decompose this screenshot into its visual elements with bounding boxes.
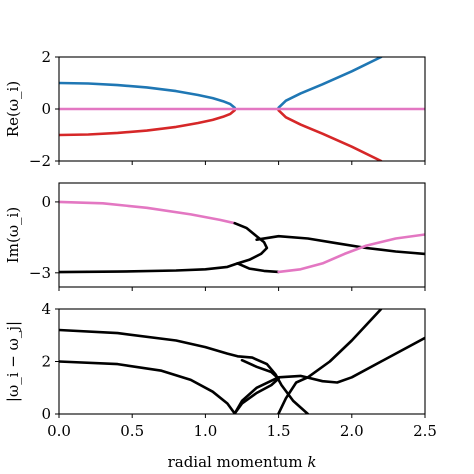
y-axis-label: Re(ω_i) xyxy=(4,81,22,137)
x-tick-label: 1.0 xyxy=(193,422,217,440)
axes-frame xyxy=(58,182,426,288)
y-tick-label: 0 xyxy=(41,100,51,118)
y-tick-label: 0 xyxy=(41,405,51,423)
series-line-red xyxy=(59,109,236,137)
series-line-black xyxy=(236,262,280,274)
x-tick-label: 0.0 xyxy=(47,422,71,440)
series-line-blue xyxy=(277,57,383,109)
series-line-pink xyxy=(277,233,425,274)
x-tick-label: 1.5 xyxy=(267,422,291,440)
series-line-black xyxy=(255,234,425,256)
series-line-black xyxy=(233,221,269,265)
panel-1: 2 0 −2 Re(ω_i) xyxy=(4,48,426,170)
y-axis-label: |ω_i − ω_j| xyxy=(4,321,22,402)
series-line-black xyxy=(277,309,383,414)
y-tick-label: 4 xyxy=(41,300,51,318)
x-tick-label: 0.5 xyxy=(120,422,144,440)
series-group xyxy=(59,309,425,414)
series-line-red xyxy=(277,109,383,161)
y-tick-label: 2 xyxy=(41,48,51,66)
series-line-black xyxy=(59,360,236,414)
series-line-black xyxy=(233,336,425,414)
panel-3: 4 2 00.0 0.5 1.0 1.5 2.0 2.5 |ω_i − ω_j| xyxy=(4,300,437,440)
series-group xyxy=(59,200,425,274)
series-line-pink xyxy=(59,200,236,225)
x-axis-label: radial momentum k xyxy=(168,453,317,471)
series-line-black xyxy=(59,262,239,274)
x-tick-label: 2.5 xyxy=(413,422,437,440)
x-tick-label: 2.0 xyxy=(340,422,364,440)
y-tick-label: −2 xyxy=(29,152,51,170)
series-line-black xyxy=(233,358,280,414)
panel-2: 0 −3 Im(ω_i) xyxy=(4,182,426,291)
y-tick-label: −3 xyxy=(29,264,51,282)
y-axis-label: Im(ω_i) xyxy=(4,207,22,263)
y-tick-label: 2 xyxy=(41,353,51,371)
series-line-blue xyxy=(59,81,236,109)
series-line-black xyxy=(59,328,310,414)
y-tick-label: 0 xyxy=(41,193,51,211)
series-group xyxy=(59,57,425,161)
